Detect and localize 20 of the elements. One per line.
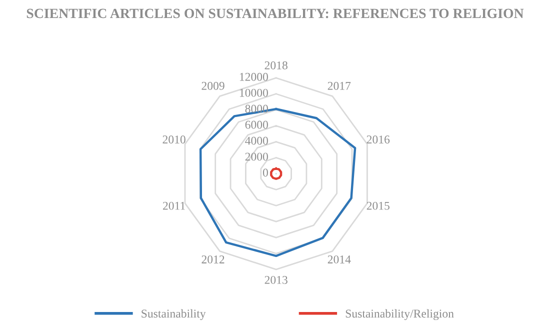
y-tick-label: 4000 [245, 136, 268, 145]
spoke-label: 2015 [366, 202, 390, 210]
spoke-label: 2014 [328, 255, 351, 264]
y-tick-label: 10000 [240, 88, 268, 97]
spoke-label: 2018 [264, 61, 288, 70]
spoke-label: 2013 [264, 276, 288, 284]
y-tick-label: 2000 [245, 152, 268, 161]
y-tick-label: 8000 [245, 104, 268, 113]
spoke-label: 2012 [202, 255, 224, 264]
y-tick-label: 6000 [245, 120, 268, 129]
spoke-label: 2009 [202, 82, 224, 90]
spoke-label: 2010 [162, 136, 186, 144]
y-tick-label: 12000 [240, 72, 268, 81]
legend-label: Sustainability [142, 309, 206, 320]
chart-title: SCIENTIFIC ARTICLES ON SUSTAINABILITY: REFERENCES TO RELIGION [26, 8, 524, 18]
legend-label: Sustainability/Religion [346, 309, 454, 320]
spoke-label: 2016 [366, 136, 390, 144]
spoke-label: 2017 [328, 82, 351, 90]
spoke-label: 2011 [163, 202, 185, 210]
y-tick-label: 0 [262, 168, 268, 177]
